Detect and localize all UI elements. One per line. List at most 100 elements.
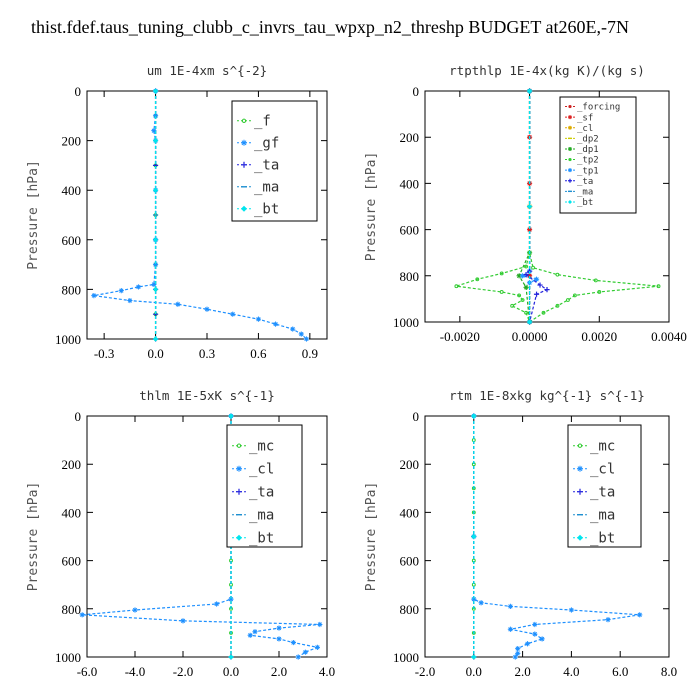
legend-marker [236, 465, 242, 472]
legend-marker [236, 534, 242, 541]
x-tick-label: 2.0 [514, 664, 530, 679]
y-tick-label: 800 [62, 602, 82, 617]
data-point [517, 293, 522, 298]
legend-marker [568, 199, 572, 204]
series-cl [79, 413, 323, 660]
plot-frame [424, 415, 670, 658]
legend-marker [236, 488, 242, 495]
legend-marker [241, 118, 247, 123]
x-tick-label: 0.0 [466, 664, 482, 679]
chart-panel-3: thlm 1E-5xK s^{-1} Pressure [hPa] 0 200 400 6… [26, 388, 335, 679]
y-axis-label: Pressure [hPa] [26, 160, 41, 270]
data-point [471, 654, 477, 660]
chart-panel-1: um 1E-4xm s^{-2} Pressure [hPa] 0 200 400 600… [26, 63, 328, 361]
y-tick-label: 1000 [393, 650, 419, 665]
legend-label: _ma [590, 508, 615, 524]
y-tick-label: 1000 [393, 315, 419, 330]
data-point [520, 298, 525, 302]
data-point [605, 617, 611, 623]
panel-title: rtpthlp 1E-4x(kg K)/(kg s) [449, 63, 645, 78]
y-tick-label: 600 [400, 223, 420, 238]
data-point [512, 654, 518, 660]
x-tick-label: 0.0 [223, 664, 239, 679]
x-tick-label: 4.0 [319, 664, 335, 679]
legend-label: _dp2 [577, 134, 599, 144]
data-point [151, 128, 157, 134]
legend: _mc _cl _ta _ma _bt [226, 424, 303, 548]
legend-marker [577, 534, 583, 541]
legend-box [567, 424, 642, 548]
y-axis-label: Pressure [hPa] [26, 482, 41, 592]
legend: _mc _cl _ta _ma _bt [567, 424, 642, 548]
data-point [565, 298, 570, 302]
legend-box [559, 96, 637, 214]
data-point [152, 237, 159, 243]
data-point [303, 336, 310, 342]
data-point [152, 336, 159, 342]
data-point [507, 626, 513, 632]
data-point [515, 650, 521, 656]
legend-label: _ta [249, 485, 274, 501]
data-point [314, 644, 320, 650]
data-point [515, 645, 521, 652]
y-tick-label: 800 [400, 269, 420, 284]
legend-marker [577, 443, 583, 448]
data-point [541, 310, 546, 315]
data-point [499, 271, 504, 276]
data-point [132, 607, 138, 613]
y-tick-label: 400 [400, 505, 420, 520]
y-tick-label: 600 [62, 233, 82, 248]
data-point [524, 310, 529, 315]
data-point [91, 293, 97, 299]
x-tick-label: 0.0000 [512, 329, 548, 344]
y-tick-label: 400 [62, 505, 82, 520]
data-point [214, 601, 220, 607]
data-point [79, 612, 85, 618]
data-point [597, 290, 602, 294]
legend-marker [568, 125, 572, 130]
y-tick-label: 0 [75, 409, 82, 424]
series-line [93, 91, 307, 340]
data-point [526, 203, 533, 210]
legend-label: _gf [254, 136, 279, 152]
chart-panel-4: rtm 1E-8xkg kg^{-1} s^{-1} Pressure [hPa]… [364, 388, 677, 679]
legend-label: _ma [577, 187, 593, 197]
data-point [526, 273, 533, 279]
data-point [593, 278, 598, 283]
data-point [533, 291, 540, 297]
data-point [204, 306, 210, 312]
y-tick-label: 400 [62, 183, 82, 198]
data-point [127, 297, 133, 304]
series-bt [471, 413, 477, 660]
legend-marker [241, 139, 247, 146]
legend: _forcing_sf_cl_dp2_dp1_tp2_tp1_ta_ma_bt [559, 96, 637, 214]
chart-panel-2: rtpthlp 1E-4x(kg K)/(kg s) Pressure [hPa]… [364, 63, 687, 344]
x-tick-label: 6.0 [612, 664, 628, 679]
data-point [544, 287, 550, 293]
data-point [532, 631, 538, 637]
x-tick-label: -0.0020 [440, 329, 480, 344]
data-point [230, 311, 236, 317]
x-tick-label: 0.3 [199, 346, 215, 361]
panel-title: rtm 1E-8xkg kg^{-1} s^{-1} [449, 388, 645, 403]
legend-marker [241, 205, 247, 212]
legend-label: _cl [249, 462, 274, 478]
data-point [152, 286, 159, 292]
legend-label: _cl [590, 462, 615, 478]
data-point [471, 413, 477, 419]
data-point [539, 636, 545, 642]
legend-label: _ma [254, 180, 279, 196]
data-point [272, 321, 279, 327]
data-point [478, 600, 484, 606]
data-point [290, 326, 296, 332]
data-point [537, 282, 543, 288]
y-tick-label: 1000 [55, 332, 81, 347]
legend-marker [568, 115, 572, 120]
x-tick-label: 0.0040 [651, 329, 687, 344]
series-line [456, 91, 659, 323]
legend-label: _cl [577, 124, 593, 134]
legend-marker [568, 178, 572, 183]
data-point [531, 265, 535, 270]
figure-title: thist.fdef.taus_tuning_clubb_c_invrs_tau… [31, 17, 629, 37]
y-tick-label: 800 [400, 602, 420, 617]
